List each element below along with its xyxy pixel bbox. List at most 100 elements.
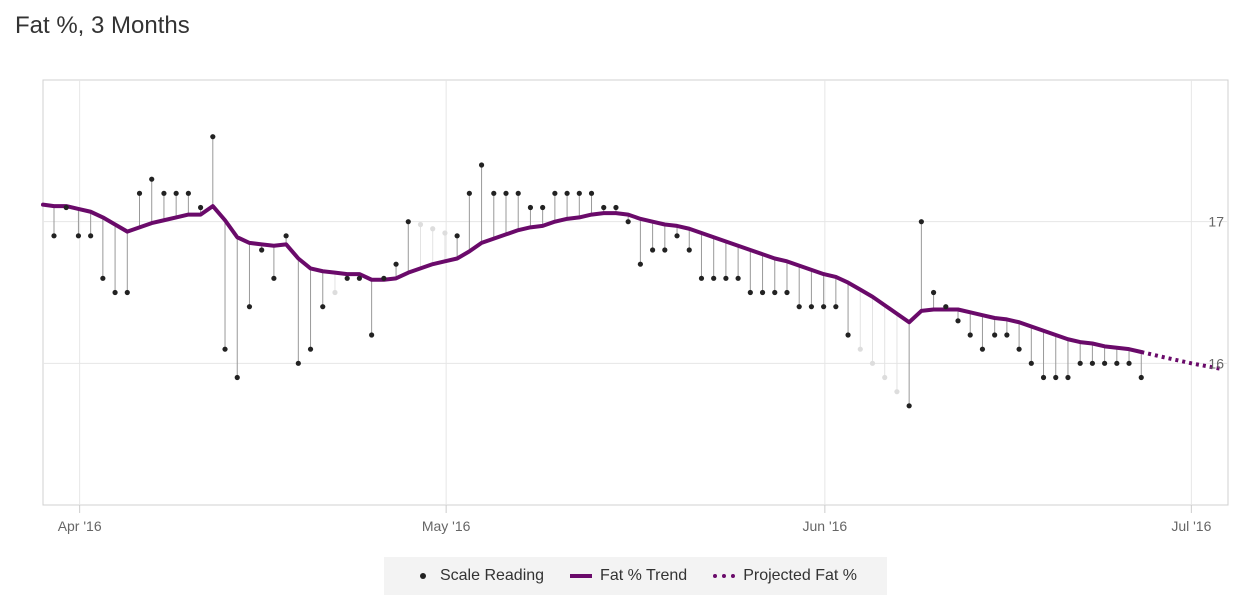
scale-reading-point (100, 275, 106, 281)
y-tick-label: 17 (1208, 214, 1224, 230)
scale-reading-point (454, 233, 460, 239)
fat-percent-chart: 16 17 Apr '16 May '16 Jun '16 Jul '16 (41, 79, 1229, 534)
scale-reading-point (637, 261, 643, 267)
scale-reading-point (1089, 360, 1095, 366)
scale-reading-point (491, 190, 497, 196)
trend-lines (41, 202, 1223, 371)
scale-reading-point (796, 304, 802, 310)
scale-reading-point (601, 204, 607, 211)
scale-readings (51, 134, 1144, 409)
scale-reading-point (1065, 374, 1071, 381)
legend-fat-trend[interactable]: Fat % Trend (570, 567, 687, 585)
x-tick-label: Apr '16 (58, 518, 102, 534)
scale-reading-point (271, 275, 277, 281)
scale-reading-point (1138, 374, 1144, 381)
scale-reading-point (784, 289, 790, 296)
scale-reading-point (1040, 374, 1047, 381)
scale-reading-point (283, 233, 289, 239)
fat-trend-line (41, 202, 1144, 354)
scale-reading-point (955, 318, 961, 324)
scale-reading-point (259, 247, 265, 253)
scale-reading-point (75, 233, 82, 239)
scale-reading-point (124, 289, 130, 296)
grid (42, 79, 1229, 513)
scale-reading-point (417, 221, 424, 228)
scale-reading-point (1053, 374, 1059, 381)
y-tick-label: 16 (1208, 355, 1224, 371)
scale-reading-point (674, 233, 680, 239)
reading-stems (53, 136, 1142, 406)
scale-reading-point (1102, 360, 1108, 366)
scale-reading-point (51, 233, 57, 239)
x-tick-label: Jul '16 (1171, 518, 1211, 534)
scale-reading-point (552, 190, 558, 196)
scale-reading-point (1016, 346, 1022, 352)
plot-border (42, 79, 1229, 506)
scale-reading-point (320, 304, 326, 310)
scale-reading-point (821, 304, 827, 310)
scale-reading-point (1114, 360, 1120, 366)
scale-reading-point (857, 346, 863, 352)
legend-scale-reading[interactable]: Scale Reading (414, 567, 544, 585)
scale-reading-point (295, 360, 301, 366)
scale-reading-point (711, 275, 717, 281)
scale-reading-point (185, 190, 191, 196)
scale-reading-point (234, 374, 240, 381)
scale-reading-point (246, 304, 253, 310)
scale-reading-point (869, 360, 876, 366)
scale-reading-point (930, 289, 937, 296)
scale-reading-point (1126, 360, 1132, 366)
scale-reading-point (992, 332, 998, 338)
scale-reading-point (613, 204, 619, 211)
scale-reading-point (918, 219, 924, 225)
legend-line-icon (570, 574, 593, 578)
scale-reading-point (478, 162, 485, 168)
scale-reading-point (173, 190, 179, 196)
scale-reading-point (381, 275, 387, 281)
scale-reading-point (1028, 360, 1034, 366)
scale-reading-point (735, 275, 741, 281)
scale-reading-point (759, 289, 766, 296)
scale-reading-point (197, 204, 204, 211)
scale-reading-point (747, 289, 753, 296)
scale-reading-point (356, 275, 363, 281)
legend: Scale Reading Fat % Trend Projected Fat … (384, 557, 887, 595)
legend-label: Projected Fat % (743, 567, 858, 584)
scale-reading-point (149, 176, 155, 182)
scale-reading-point (723, 275, 729, 281)
scale-reading-point (210, 134, 216, 140)
scale-reading-point (307, 346, 314, 352)
scale-reading-point (1077, 360, 1083, 366)
scale-reading-point (845, 332, 851, 338)
scale-reading-point (833, 304, 839, 310)
scale-reading-point (222, 346, 228, 352)
scale-reading-point (393, 261, 399, 267)
scale-reading-point (772, 289, 778, 296)
scale-reading-point (686, 247, 692, 253)
scale-reading-point (650, 247, 656, 253)
legend-label: Fat % Trend (600, 567, 688, 584)
scale-reading-point (442, 230, 448, 236)
scale-reading-point (88, 233, 94, 239)
scale-reading-point (405, 219, 411, 225)
x-tick-label: Jun '16 (802, 518, 847, 534)
legend-dot-icon (419, 573, 426, 579)
x-tick-label: May '16 (422, 518, 471, 534)
scale-reading-point (967, 332, 973, 338)
scale-reading-point (979, 346, 986, 352)
scale-reading-point (430, 226, 436, 232)
legend-projected-fat[interactable]: Projected Fat % (713, 567, 857, 585)
scale-reading-point (894, 389, 900, 395)
scale-reading-point (808, 304, 815, 310)
scale-reading-point (588, 190, 595, 196)
legend-label: Scale Reading (439, 567, 545, 584)
scale-reading-point (882, 374, 888, 381)
scale-reading-point (344, 275, 350, 281)
scale-reading-point (564, 190, 570, 196)
scale-reading-point (136, 190, 143, 196)
scale-reading-point (625, 219, 631, 225)
legend-dotted-line-icon (713, 574, 736, 578)
scale-reading-point (662, 247, 668, 253)
scale-reading-point (503, 190, 509, 196)
scale-reading-point (63, 204, 69, 211)
